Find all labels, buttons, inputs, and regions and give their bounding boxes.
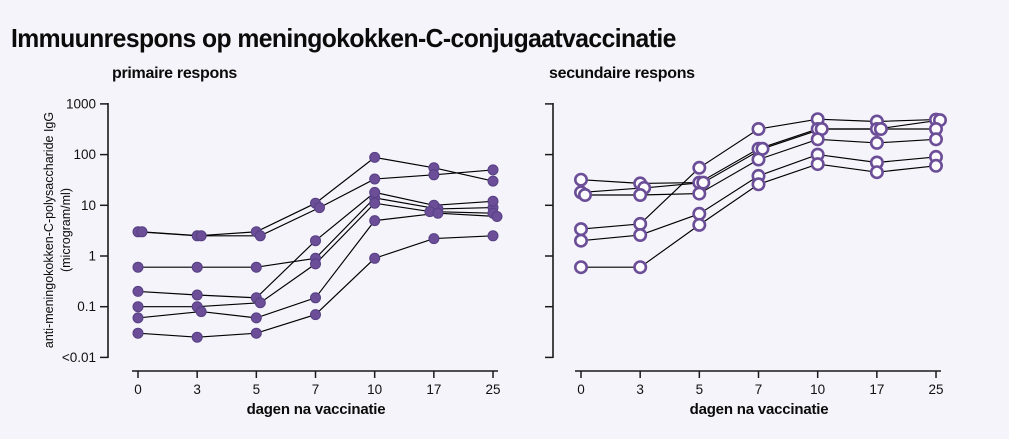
- data-point-filled: [136, 226, 148, 238]
- data-point-open: [751, 122, 766, 137]
- primary-chart: 1000 100 10 1 0.1 <0.01 0 3 5 7 10 17 25: [62, 96, 503, 397]
- data-point-open: [873, 122, 888, 137]
- x-tick-label: 25: [486, 382, 501, 397]
- x-tick-label: 25: [929, 382, 944, 397]
- x-tick-label: 0: [134, 382, 142, 397]
- secondary-chart: 0 3 5 7 10 17 25: [545, 103, 947, 397]
- data-point-open: [810, 132, 825, 147]
- data-point-filled: [369, 173, 381, 185]
- y-axis-label: anti-meningokokken-C-polysaccharide IgG …: [41, 112, 75, 348]
- data-point-filled: [369, 252, 381, 264]
- secondary-chart-title: secundaire respons: [549, 65, 695, 82]
- data-point-filled: [310, 235, 321, 247]
- data-point-filled: [487, 164, 499, 176]
- data-point-open: [633, 260, 648, 275]
- y-tick-label: 0.1: [77, 299, 96, 314]
- page-title: Immuunrespons op meningokokken-C-conjuga…: [11, 23, 676, 54]
- data-point-filled: [369, 215, 381, 227]
- data-point-open: [633, 188, 648, 203]
- data-point-open: [577, 188, 592, 203]
- y-tick-label: 1000: [66, 96, 96, 111]
- data-point-filled: [191, 261, 203, 273]
- data-point-filled: [310, 292, 321, 304]
- data-point-filled: [250, 327, 262, 339]
- data-point-filled: [310, 309, 321, 321]
- data-point-open: [633, 216, 648, 231]
- data-point-open: [751, 152, 766, 167]
- data-point-filled: [369, 151, 381, 163]
- data-point-filled: [487, 175, 499, 187]
- primary-x-axis-label: dagen na vaccinatie: [246, 401, 386, 418]
- data-point-filled: [132, 285, 144, 297]
- y-tick-label: 100: [73, 147, 96, 162]
- y-tick-label: <0.01: [62, 350, 96, 365]
- data-point-filled: [132, 301, 144, 313]
- data-point-open: [869, 165, 884, 180]
- x-tick-label: 17: [426, 382, 441, 397]
- data-point-open: [573, 260, 588, 275]
- data-point-filled: [195, 230, 207, 242]
- x-tick-label: 5: [253, 382, 261, 397]
- x-tick-label: 5: [696, 382, 704, 397]
- data-point-filled: [195, 306, 207, 318]
- series-line-patient-7: [137, 235, 494, 338]
- data-point-filled: [132, 327, 144, 339]
- data-point-filled: [254, 297, 266, 309]
- data-point-open: [810, 157, 825, 172]
- data-point-filled: [487, 230, 499, 242]
- data-point-filled: [369, 197, 381, 209]
- data-point-open: [692, 206, 707, 221]
- x-tick-label: 10: [367, 382, 382, 397]
- data-point-open: [928, 158, 943, 173]
- secondary-x-axis-label: dagen na vaccinatie: [689, 401, 829, 418]
- data-point-filled: [132, 312, 144, 324]
- data-point-open: [751, 177, 766, 192]
- series-line-patient-1: [137, 156, 494, 237]
- data-point-filled: [487, 195, 499, 207]
- data-point-filled: [250, 261, 262, 273]
- data-point-open: [573, 222, 588, 237]
- y-tick-label: 1: [88, 249, 96, 264]
- x-tick-label: 7: [312, 382, 320, 397]
- data-point-open: [573, 233, 588, 248]
- data-point-open: [692, 160, 707, 175]
- data-point-open: [696, 175, 711, 190]
- data-point-filled: [369, 186, 381, 198]
- x-tick-label: 7: [755, 382, 763, 397]
- x-tick-label: 0: [577, 382, 585, 397]
- data-point-filled: [191, 331, 203, 343]
- x-tick-label: 10: [810, 382, 825, 397]
- x-tick-label: 17: [869, 382, 884, 397]
- data-point-filled: [428, 233, 440, 245]
- y-tick-label: 10: [81, 198, 96, 213]
- data-point-open: [869, 135, 884, 150]
- data-point-filled: [250, 312, 262, 324]
- data-point-filled: [432, 207, 444, 219]
- data-point-filled: [491, 211, 503, 222]
- x-tick-label: 3: [636, 382, 644, 397]
- y-axis-label-line1: anti-meningokokken-C-polysaccharide IgG: [42, 111, 57, 349]
- y-axis-label-line2: (microgram/ml): [59, 187, 73, 273]
- data-point-filled: [132, 261, 144, 273]
- data-point-open: [692, 217, 707, 232]
- data-point-open: [633, 228, 648, 243]
- primary-chart-title: primaire respons: [112, 65, 238, 82]
- data-point-open: [692, 186, 707, 201]
- data-point-open: [928, 132, 943, 147]
- data-point-filled: [191, 289, 203, 301]
- data-point-open: [573, 172, 588, 187]
- data-point-filled: [428, 169, 440, 181]
- data-point-filled: [314, 202, 325, 214]
- data-point-filled: [254, 230, 266, 242]
- x-tick-label: 3: [193, 382, 201, 397]
- data-point-filled: [310, 258, 321, 270]
